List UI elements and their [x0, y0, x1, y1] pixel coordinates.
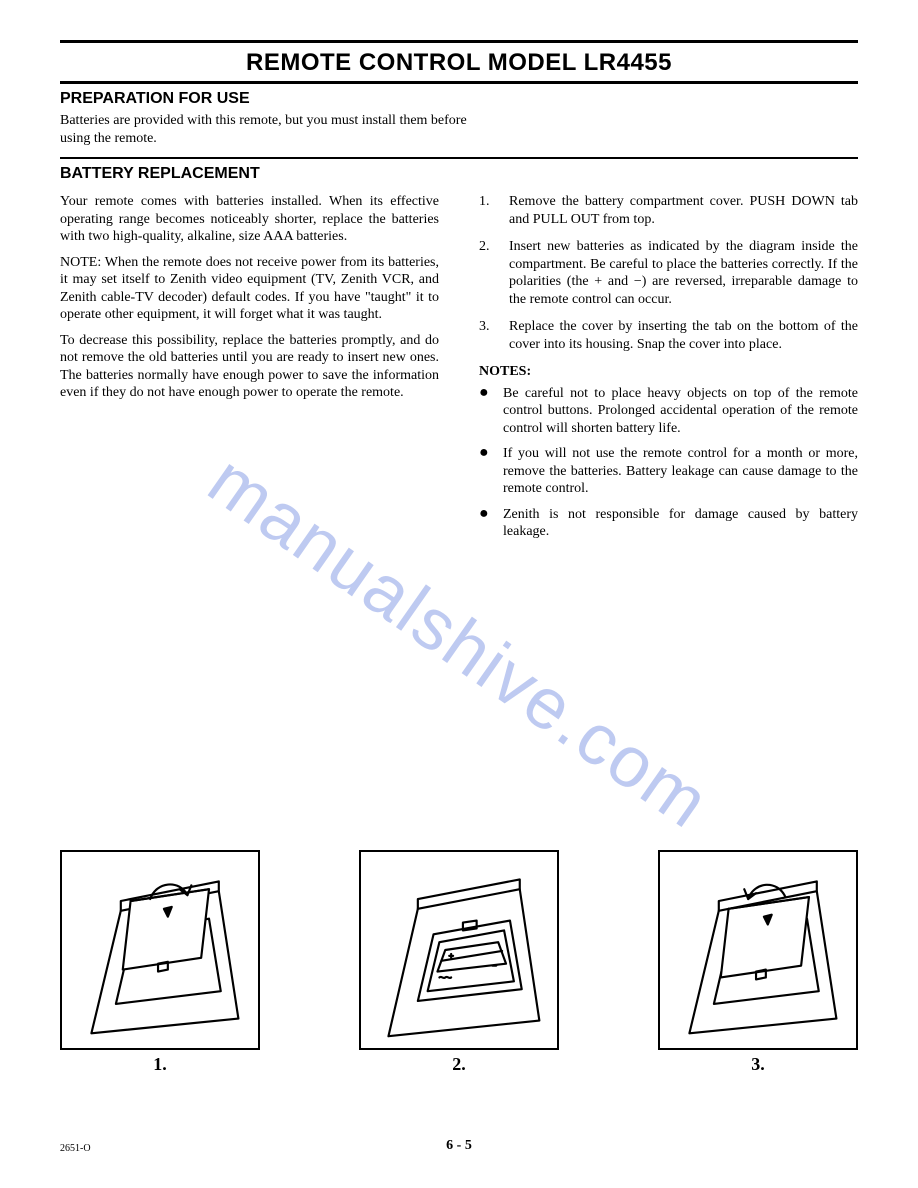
two-column-layout: Your remote comes with batteries install… [60, 187, 858, 549]
note-text: If you will not use the remote control f… [503, 445, 858, 498]
figure-1-caption: 1. [153, 1054, 167, 1075]
step-text: Replace the cover by inserting the tab o… [509, 318, 858, 353]
figure-3: 3. [658, 850, 858, 1075]
footer-page-number: 6 - 5 [0, 1138, 918, 1154]
figure-1-svg [62, 850, 258, 1050]
figure-1-box [60, 850, 260, 1050]
steps-list: 1. Remove the battery compartment cover.… [479, 193, 858, 353]
note-text: Zenith is not responsible for damage cau… [503, 506, 858, 541]
preparation-text: Batteries are provided with this remote,… [60, 112, 490, 157]
figure-3-box [658, 850, 858, 1050]
step-number: 3. [479, 318, 495, 353]
figures-row: 1. [60, 850, 858, 1075]
step-1: 1. Remove the battery compartment cover.… [479, 193, 858, 228]
left-para-3: To decrease this possibility, replace th… [60, 332, 439, 402]
right-column: 1. Remove the battery compartment cover.… [479, 193, 858, 549]
note-item: ● If you will not use the remote control… [479, 445, 858, 498]
note-text: Be careful not to place heavy objects on… [503, 385, 858, 438]
bullet-icon: ● [479, 385, 491, 438]
figure-3-caption: 3. [751, 1054, 765, 1075]
bullet-icon: ● [479, 445, 491, 498]
step-2: 2. Insert new batteries as indicated by … [479, 238, 858, 308]
note-item: ● Zenith is not responsible for damage c… [479, 506, 858, 541]
figure-2: 2. [359, 850, 559, 1075]
preparation-heading: PREPARATION FOR USE [60, 84, 858, 112]
figure-2-caption: 2. [452, 1054, 466, 1075]
step-text: Remove the battery compartment cover. PU… [509, 193, 858, 228]
notes-heading: NOTES: [479, 363, 858, 381]
figure-3-svg [660, 850, 856, 1050]
left-column: Your remote comes with batteries install… [60, 193, 439, 549]
figure-2-svg [361, 850, 557, 1050]
step-number: 1. [479, 193, 495, 228]
figure-1: 1. [60, 850, 260, 1075]
bullet-icon: ● [479, 506, 491, 541]
notes-list: ● Be careful not to place heavy objects … [479, 385, 858, 541]
step-number: 2. [479, 238, 495, 308]
step-3: 3. Replace the cover by inserting the ta… [479, 318, 858, 353]
page-title: REMOTE CONTROL MODEL LR4455 [60, 43, 858, 81]
left-para-2: NOTE: When the remote does not receive p… [60, 254, 439, 324]
battery-heading: BATTERY REPLACEMENT [60, 159, 858, 187]
figure-2-box [359, 850, 559, 1050]
note-item: ● Be careful not to place heavy objects … [479, 385, 858, 438]
left-para-1: Your remote comes with batteries install… [60, 193, 439, 246]
step-text: Insert new batteries as indicated by the… [509, 238, 858, 308]
